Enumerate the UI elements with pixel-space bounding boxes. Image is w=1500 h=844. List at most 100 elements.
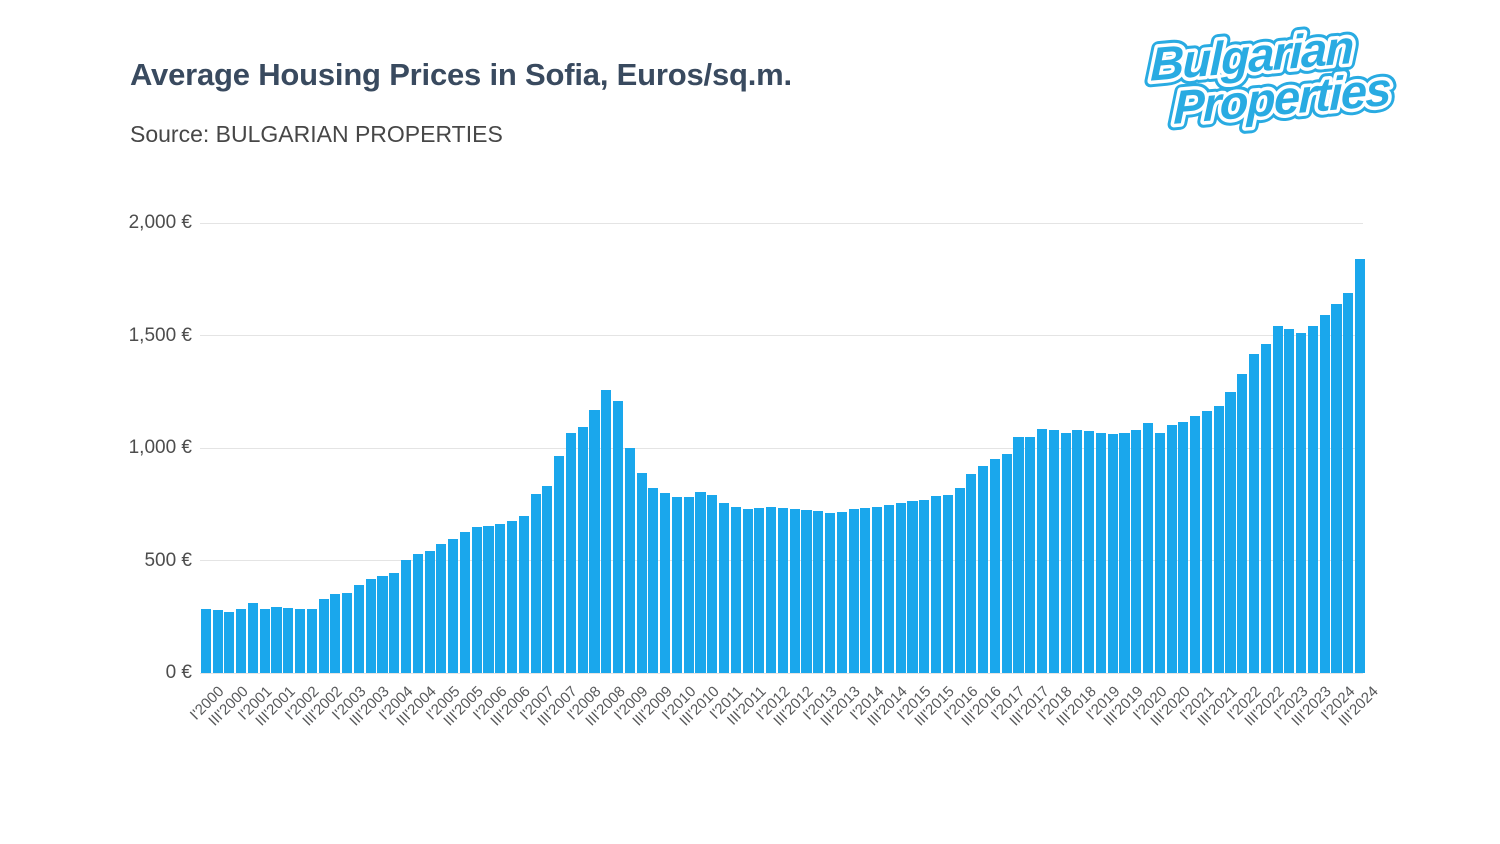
bar: [895, 503, 906, 673]
bar: [1343, 292, 1354, 673]
bar: [801, 509, 812, 673]
bar: [247, 603, 258, 673]
bar: [1178, 422, 1189, 673]
bar: [224, 611, 235, 673]
gridline: [200, 447, 1363, 449]
gridline: [200, 222, 1363, 224]
bar: [565, 433, 576, 673]
bar: [471, 526, 482, 673]
bar: [1048, 429, 1059, 673]
bar: [259, 609, 270, 673]
bar: [1013, 436, 1024, 673]
bar: [1331, 304, 1342, 673]
bar: [200, 609, 211, 673]
bar: [459, 531, 470, 673]
bar: [754, 508, 765, 673]
bar: [907, 500, 918, 673]
bar: [836, 511, 847, 673]
bar: [283, 607, 294, 673]
bar: [683, 497, 694, 673]
bar: [919, 499, 930, 673]
bar: [1272, 326, 1283, 673]
bar: [848, 509, 859, 673]
bar: [436, 543, 447, 673]
y-tick-label: 0 €: [165, 662, 192, 683]
bar: [1025, 436, 1036, 673]
bar: [942, 495, 953, 673]
bar: [577, 427, 588, 673]
bar: [306, 609, 317, 673]
bar: [1060, 432, 1071, 673]
bar: [353, 585, 364, 673]
bar: [742, 508, 753, 673]
bar: [424, 551, 435, 673]
bar: [978, 465, 989, 673]
bar: [542, 486, 553, 673]
bar: [1131, 429, 1142, 673]
bar: [730, 507, 741, 673]
bar: [883, 505, 894, 673]
bar: [648, 488, 659, 673]
bar: [530, 493, 541, 673]
bar: [825, 513, 836, 673]
logo-text-group: Bulgarian Properties Bulgarian Propertie…: [1143, 18, 1397, 140]
bar: [931, 495, 942, 673]
bar: [766, 506, 777, 673]
bar: [1249, 354, 1260, 673]
gridline: [200, 335, 1363, 336]
bar: [448, 539, 459, 673]
bar: [212, 610, 223, 673]
y-tick-label: 2,000 €: [128, 212, 192, 233]
bar: [1037, 428, 1048, 673]
page-title: Average Housing Prices in Sofia, Euros/s…: [130, 57, 792, 92]
bar: [954, 487, 965, 673]
bar: [236, 609, 247, 673]
bar: [860, 508, 871, 673]
bulgarian-properties-logo: Bulgarian Properties Bulgarian Propertie…: [1143, 18, 1397, 140]
bar: [695, 491, 706, 673]
bar: [507, 521, 518, 673]
bar: [1119, 432, 1130, 673]
bar: [365, 579, 376, 673]
bar: [295, 609, 306, 673]
bar: [483, 526, 494, 673]
bar: [495, 523, 506, 673]
bar: [330, 593, 341, 673]
bar: [1201, 410, 1212, 673]
bar: [1355, 259, 1366, 673]
bar: [613, 401, 624, 673]
bar: [1260, 343, 1271, 673]
bar: [777, 507, 788, 673]
bar: [671, 497, 682, 673]
bar: [1143, 423, 1154, 673]
bar: [624, 448, 635, 673]
bar: [412, 553, 423, 673]
bar: [1190, 416, 1201, 673]
bar: [989, 458, 1000, 673]
bar: [719, 503, 730, 673]
bar: [1213, 405, 1224, 673]
bar: [401, 559, 412, 673]
bar: [1166, 424, 1177, 673]
bar: [1095, 432, 1106, 673]
bar: [1154, 433, 1165, 673]
bar: [271, 606, 282, 673]
bar: [707, 495, 718, 673]
bar: [966, 473, 977, 673]
y-tick-label: 1,500 €: [128, 324, 192, 346]
bar: [813, 511, 824, 673]
bar: [318, 598, 329, 673]
source-label: Source: BULGARIAN PROPERTIES: [130, 121, 503, 147]
bar: [660, 493, 671, 673]
bar: [389, 572, 400, 673]
bar: [1001, 453, 1012, 673]
bar: [1084, 431, 1095, 673]
y-tick-label: 500 €: [144, 549, 192, 571]
bar: [1296, 333, 1307, 673]
bar: [518, 515, 529, 673]
bar: [872, 506, 883, 673]
bar: [1072, 430, 1083, 673]
bar: [589, 409, 600, 673]
bar: [636, 473, 647, 673]
